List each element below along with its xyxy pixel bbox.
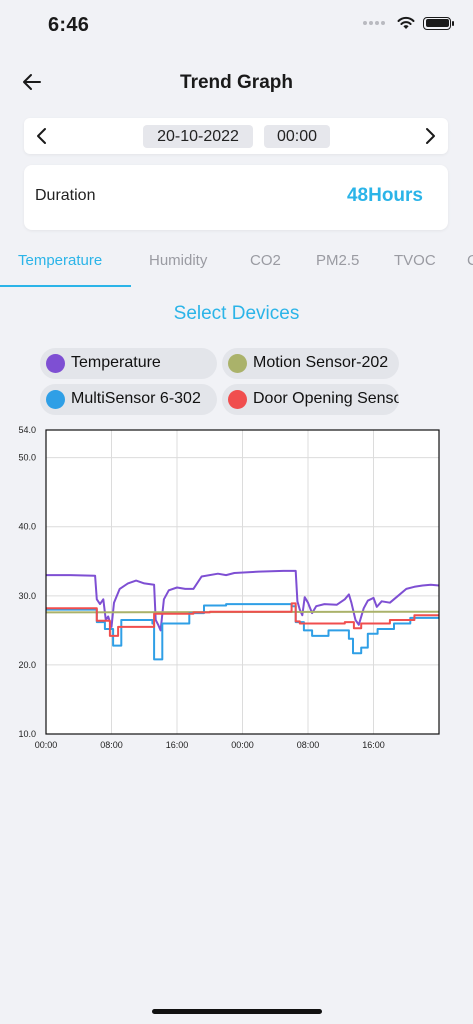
status-time: 6:46: [48, 14, 90, 36]
y-tick-label: 50.0: [18, 453, 36, 463]
device-chip-multisensor[interactable]: MultiSensor 6-302: [40, 384, 217, 415]
tab-temperature[interactable]: Temperature: [18, 252, 103, 269]
device-color-dot: [228, 390, 247, 409]
device-chip-temperature[interactable]: Temperature: [40, 348, 217, 379]
y-tick-label: 30.0: [18, 591, 36, 601]
active-tab-indicator: [0, 285, 131, 287]
device-color-dot: [228, 354, 247, 373]
sensor-tabs: Temperature Humidity CO2 PM2.5 TVOC C: [0, 248, 473, 288]
device-chip-motion-sensor[interactable]: Motion Sensor-202: [222, 348, 399, 379]
y-tick-label: 20.0: [18, 660, 36, 670]
chevron-right-icon[interactable]: [420, 126, 440, 146]
tab-overflow[interactable]: C: [467, 252, 473, 269]
duration-label: Duration: [35, 187, 96, 204]
signal-dots-icon: [363, 21, 385, 25]
tab-tvoc[interactable]: TVOC: [394, 252, 436, 269]
tab-co2[interactable]: CO2: [250, 252, 281, 269]
status-icons: [363, 16, 454, 30]
page-title: Trend Graph: [180, 72, 293, 93]
plot-border: [45, 429, 440, 735]
duration-selector[interactable]: Duration 48Hours: [24, 165, 448, 230]
select-devices-button[interactable]: Select Devices: [173, 303, 300, 324]
trend-chart: 10.0 20.0 30.0 40.0 50.0 54.0 00:00 08:00 16:00 0…: [18, 425, 440, 750]
x-tick-label: 00:00: [231, 740, 254, 750]
time-field[interactable]: 00:00: [264, 125, 330, 148]
device-color-dot: [46, 390, 65, 409]
series-line-3: [46, 602, 439, 637]
tab-pm25[interactable]: PM2.5: [316, 252, 360, 269]
device-chip-door-sensor[interactable]: Door Opening Sensor: [222, 384, 399, 415]
device-chip-label: Door Opening Sensor: [253, 390, 399, 407]
y-tick-label: 40.0: [18, 522, 36, 532]
x-tick-label: 16:00: [166, 740, 189, 750]
date-field[interactable]: 20-10-2022: [143, 125, 253, 148]
y-tick-label: 10.0: [18, 729, 36, 739]
device-chip-label: Motion Sensor-202: [253, 354, 389, 371]
wifi-icon: [397, 16, 415, 29]
device-color-dot: [46, 354, 65, 373]
battery-icon: [423, 16, 454, 30]
date-picker: 20-10-2022 00:00: [24, 118, 448, 154]
x-tick-label: 08:00: [100, 740, 123, 750]
series-line-0: [46, 569, 440, 632]
back-arrow-icon[interactable]: [20, 70, 44, 94]
device-chip-label: Temperature: [71, 354, 161, 371]
home-indicator: [152, 1009, 322, 1014]
device-chip-label: MultiSensor 6-302: [71, 390, 201, 407]
duration-value[interactable]: 48Hours: [346, 185, 423, 206]
x-tick-label: 16:00: [362, 740, 385, 750]
series-line-2: [46, 603, 439, 661]
y-tick-label: 54.0: [18, 425, 36, 435]
x-tick-label: 00:00: [35, 740, 58, 750]
x-tick-label: 08:00: [297, 740, 320, 750]
tab-humidity[interactable]: Humidity: [149, 252, 208, 269]
chevron-left-icon[interactable]: [32, 126, 52, 146]
